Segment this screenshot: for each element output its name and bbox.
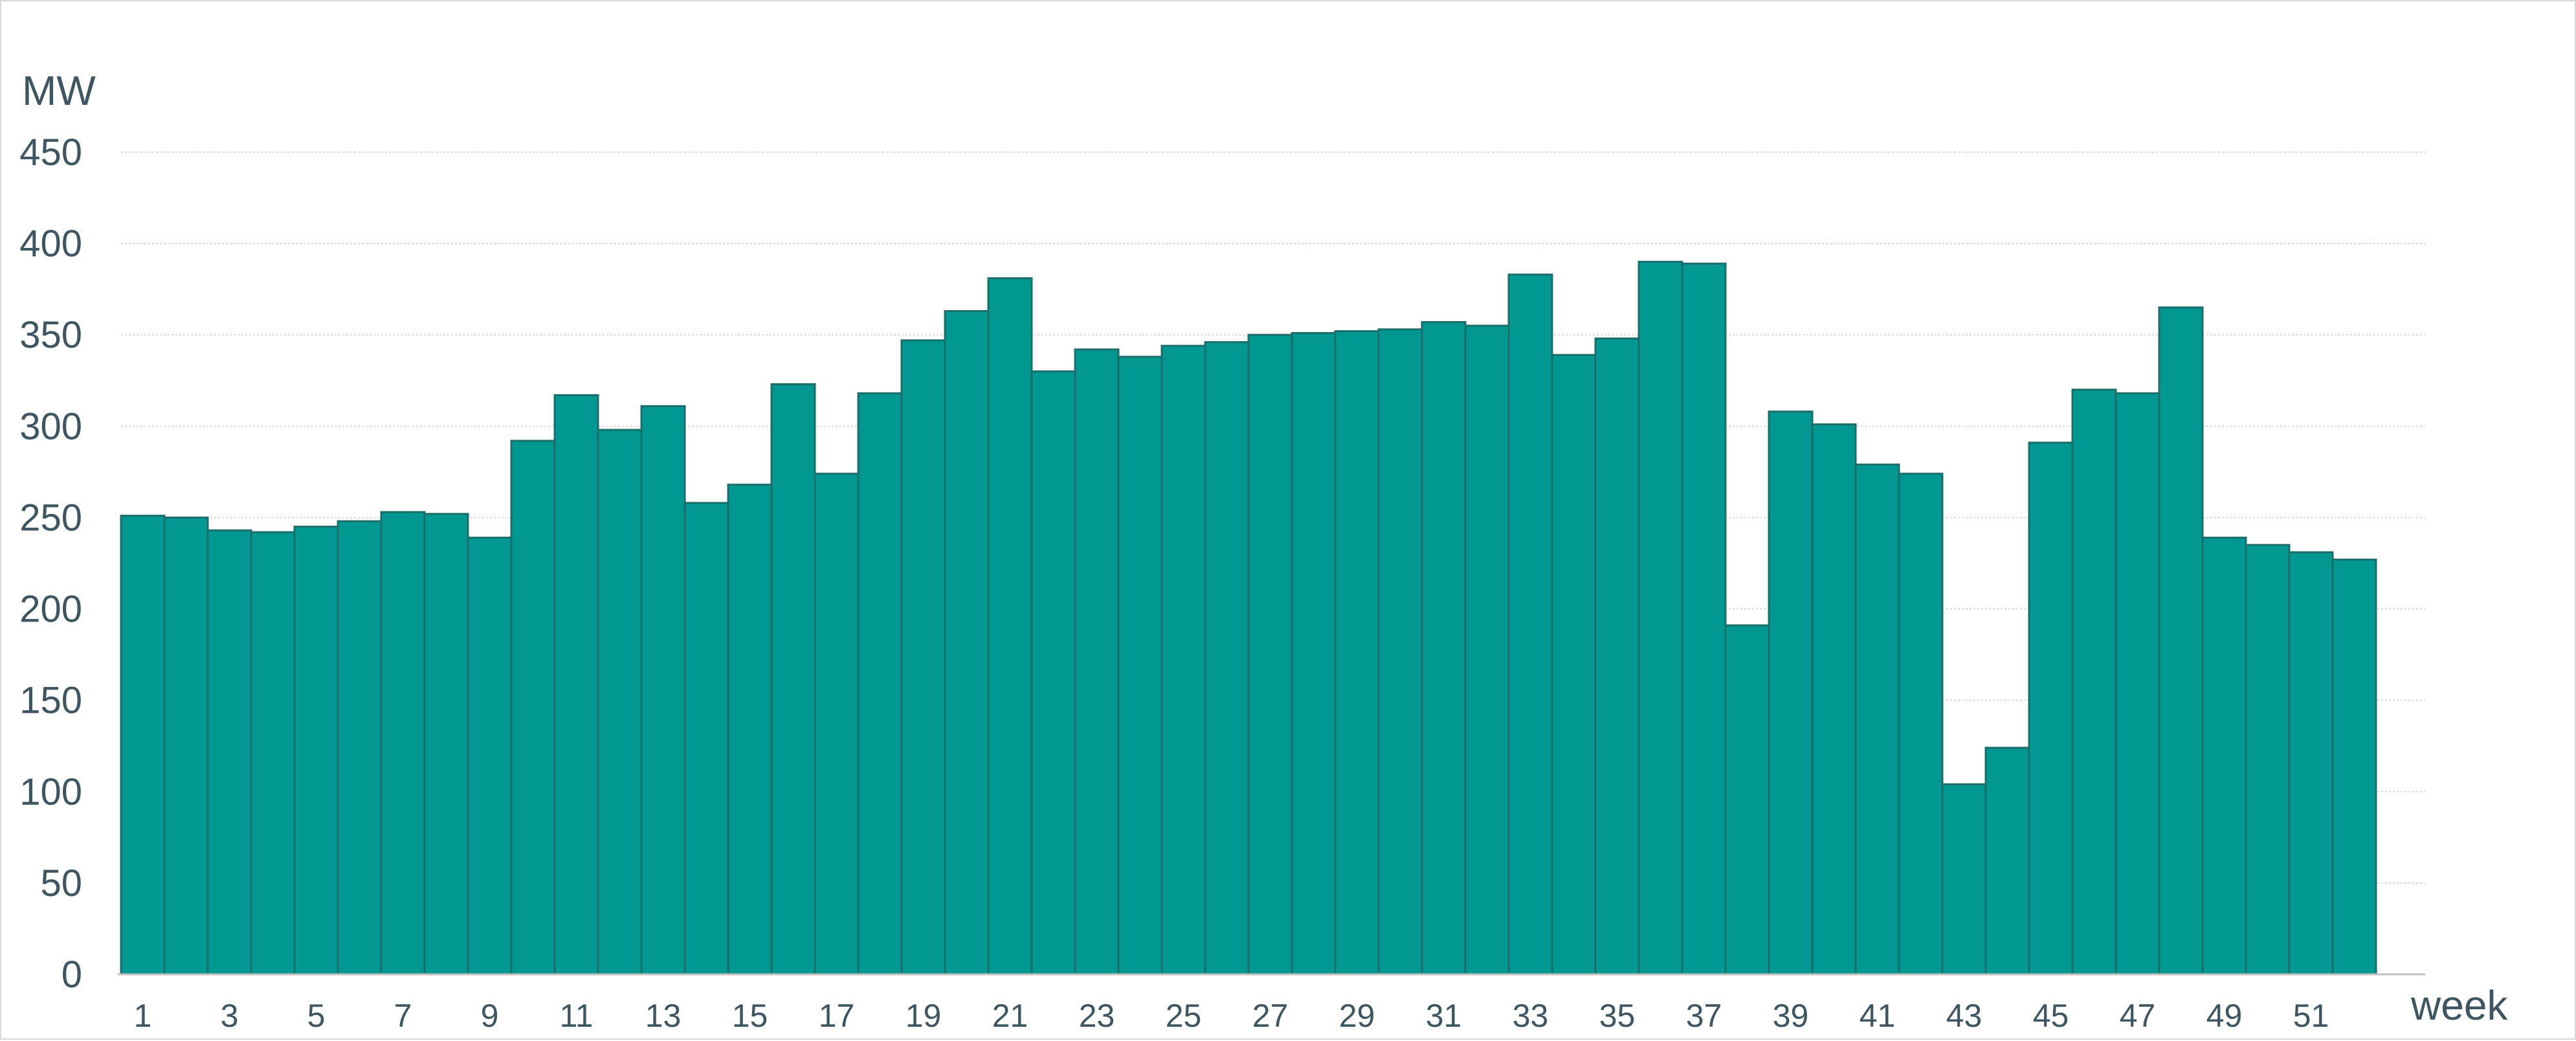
y-tick-label: 350	[19, 314, 82, 356]
x-tick-label: 37	[1686, 998, 1722, 1034]
bar-week-48	[2158, 306, 2204, 976]
x-tick-label: 19	[905, 998, 942, 1034]
bar-week-7	[380, 511, 426, 976]
bar-week-33	[1507, 273, 1553, 976]
bar-week-25	[1160, 344, 1206, 976]
x-tick-label: 41	[1860, 998, 1896, 1034]
bar-week-38	[1724, 624, 1770, 976]
bar-week-2	[163, 516, 209, 976]
bar-week-21	[987, 277, 1033, 976]
bar-week-47	[2115, 392, 2160, 976]
bar-week-34	[1551, 353, 1597, 976]
bar-week-43	[1941, 783, 1987, 976]
x-axis-title: week	[2410, 982, 2508, 1029]
x-tick-label: 29	[1339, 998, 1375, 1034]
bar-week-32	[1464, 324, 1510, 976]
y-tick-label: 300	[19, 405, 82, 447]
x-tick-label: 45	[2033, 998, 2069, 1034]
bar-week-11	[553, 394, 599, 976]
x-tick-label: 33	[1513, 998, 1549, 1034]
bar-week-1	[120, 515, 166, 976]
bar-week-18	[857, 392, 903, 976]
x-tick-label: 21	[992, 998, 1028, 1034]
x-tick-label: 47	[2120, 998, 2156, 1034]
x-tick-label: 39	[1773, 998, 1809, 1034]
y-axis-title: MW	[22, 67, 96, 114]
bars	[120, 260, 2377, 976]
x-tick-label: 23	[1079, 998, 1115, 1034]
y-tick-label: 250	[19, 497, 82, 539]
x-tick-label: 17	[819, 998, 855, 1034]
bar-week-41	[1854, 464, 1900, 976]
bar-week-4	[250, 531, 296, 976]
bar-week-50	[2245, 544, 2291, 976]
bar-week-39	[1768, 410, 1814, 976]
x-tick-label: 7	[394, 998, 412, 1034]
bar-week-51	[2288, 551, 2334, 976]
bar-week-27	[1247, 333, 1293, 976]
x-tick-label: 1	[134, 998, 152, 1034]
x-tick-label: 43	[1946, 998, 1982, 1034]
bar-week-5	[293, 526, 339, 976]
x-tick-label: 11	[560, 998, 594, 1034]
bar-week-31	[1421, 320, 1467, 976]
x-tick-label: 31	[1426, 998, 1462, 1034]
y-tick-label: 200	[19, 588, 82, 631]
bar-week-10	[510, 440, 556, 976]
bar-week-3	[206, 529, 252, 976]
x-tick-label: 5	[307, 998, 326, 1034]
bar-week-36	[1638, 260, 1683, 976]
y-tick-label: 450	[19, 131, 82, 174]
x-axis-ticks: 1 3 5 7 9 11 13 15 17 19 21 23 25 27 29 31 33 35 37 39 41 43 4…	[134, 998, 2329, 1034]
bar-week-29	[1334, 330, 1380, 976]
y-tick-label: 100	[19, 771, 82, 813]
bar-week-42	[1898, 473, 1944, 976]
bar-week-23	[1074, 348, 1120, 976]
bar-week-28	[1291, 331, 1337, 976]
bar-week-37	[1681, 262, 1727, 976]
bar-week-45	[2028, 442, 2074, 976]
y-tick-label: 150	[19, 680, 82, 722]
x-tick-label: 27	[1252, 998, 1289, 1034]
bar-week-20	[944, 310, 990, 976]
bar-week-13	[640, 405, 686, 976]
y-tick-label: 0	[61, 954, 82, 996]
x-tick-label: 35	[1599, 998, 1636, 1034]
bar-week-46	[2071, 388, 2117, 976]
y-tick-label: 50	[40, 862, 82, 904]
bar-week-14	[683, 502, 729, 976]
y-tick-label: 400	[19, 223, 82, 265]
bar-week-24	[1117, 355, 1163, 976]
x-tick-label: 15	[732, 998, 768, 1034]
bar-week-22	[1030, 370, 1076, 976]
x-tick-label: 9	[481, 998, 499, 1034]
bar-week-30	[1377, 328, 1423, 976]
bar-week-16	[770, 383, 816, 976]
bar-week-35	[1594, 337, 1640, 976]
x-tick-label: 13	[645, 998, 682, 1034]
bar-week-49	[2201, 536, 2247, 976]
x-tick-label: 25	[1166, 998, 1202, 1034]
bar-week-9	[467, 536, 513, 976]
bar-week-44	[1984, 746, 2030, 976]
x-tick-label: 51	[2293, 998, 2329, 1034]
bar-week-6	[337, 520, 383, 976]
bar-week-52	[2331, 558, 2377, 976]
bar-week-17	[814, 473, 860, 976]
bar-week-40	[1811, 423, 1857, 976]
bar-week-19	[900, 339, 946, 976]
x-tick-label: 49	[2206, 998, 2243, 1034]
y-axis-ticks: 0 50 100 150 200 250 300 350 400 450	[19, 131, 82, 996]
x-tick-label: 3	[221, 998, 239, 1034]
bar-week-26	[1204, 341, 1250, 976]
bar-week-15	[727, 484, 773, 976]
bar-week-8	[423, 513, 469, 976]
bar-week-12	[597, 429, 643, 976]
